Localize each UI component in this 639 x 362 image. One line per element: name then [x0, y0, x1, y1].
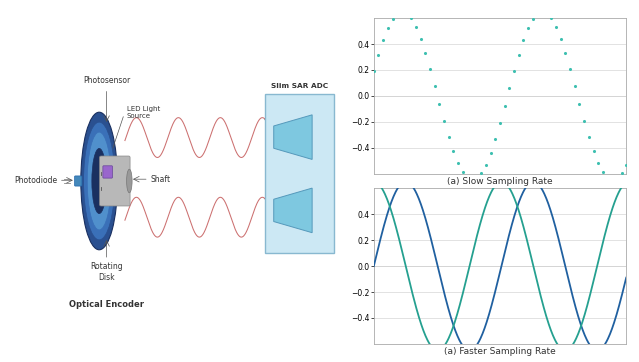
Point [472, 176, 482, 181]
Point [504, 85, 514, 91]
Point [528, 17, 538, 22]
Point [415, 36, 426, 42]
Point [369, 68, 379, 74]
Point [476, 171, 486, 176]
Polygon shape [273, 115, 312, 159]
Point [481, 162, 491, 168]
Point [579, 118, 589, 124]
Point [486, 150, 496, 156]
Text: Photosensor: Photosensor [83, 76, 130, 85]
X-axis label: (a) Faster Sampling Rate: (a) Faster Sampling Rate [444, 347, 556, 356]
Point [597, 169, 608, 175]
Text: Rotating
Disk: Rotating Disk [90, 262, 123, 282]
Point [546, 16, 557, 21]
Point [617, 171, 627, 176]
Point [509, 68, 519, 74]
Text: Cosine: Cosine [273, 206, 295, 211]
FancyBboxPatch shape [75, 176, 82, 186]
Point [406, 16, 417, 21]
Point [570, 83, 580, 89]
Point [495, 120, 505, 126]
Text: LED Light
Source: LED Light Source [127, 106, 160, 119]
Point [589, 148, 599, 154]
Point [392, 11, 403, 17]
Point [514, 52, 524, 58]
Point [373, 52, 383, 58]
Ellipse shape [88, 132, 111, 230]
Point [593, 160, 603, 166]
Point [411, 24, 421, 30]
Point [518, 38, 528, 43]
Point [565, 66, 575, 72]
Ellipse shape [127, 169, 132, 193]
Point [621, 162, 631, 168]
Point [500, 103, 510, 109]
Point [434, 101, 444, 106]
Point [551, 24, 561, 30]
FancyBboxPatch shape [265, 94, 334, 253]
Point [612, 176, 622, 181]
Point [462, 175, 472, 181]
Point [387, 17, 397, 22]
Point [458, 169, 468, 175]
Text: Sine: Sine [273, 133, 288, 138]
Polygon shape [273, 188, 312, 233]
Point [429, 83, 440, 89]
Point [425, 66, 435, 72]
X-axis label: (a) Slow Sampling Rate: (a) Slow Sampling Rate [447, 177, 553, 186]
Text: Slim SAR ADC: Slim SAR ADC [271, 83, 328, 89]
Text: Optical Encoder: Optical Encoder [69, 300, 144, 310]
Point [532, 11, 543, 17]
Point [542, 10, 552, 16]
Point [607, 177, 617, 183]
Ellipse shape [81, 112, 118, 250]
Point [397, 9, 407, 14]
Point [490, 136, 500, 142]
Point [556, 36, 566, 42]
Point [583, 134, 594, 140]
Point [523, 26, 533, 31]
Point [439, 118, 449, 124]
Point [383, 26, 393, 31]
Point [378, 38, 389, 43]
Point [448, 148, 458, 154]
Ellipse shape [84, 122, 115, 240]
Point [453, 160, 463, 166]
Ellipse shape [92, 148, 107, 214]
Text: Shaft: Shaft [151, 175, 171, 184]
FancyBboxPatch shape [100, 156, 130, 206]
FancyBboxPatch shape [103, 166, 112, 178]
Point [401, 10, 412, 16]
Point [443, 134, 454, 140]
Point [560, 50, 571, 56]
Text: Photodiode: Photodiode [14, 176, 57, 185]
Point [603, 175, 613, 181]
Point [574, 101, 585, 106]
Point [467, 177, 477, 183]
Point [420, 50, 430, 56]
Point [537, 9, 547, 14]
